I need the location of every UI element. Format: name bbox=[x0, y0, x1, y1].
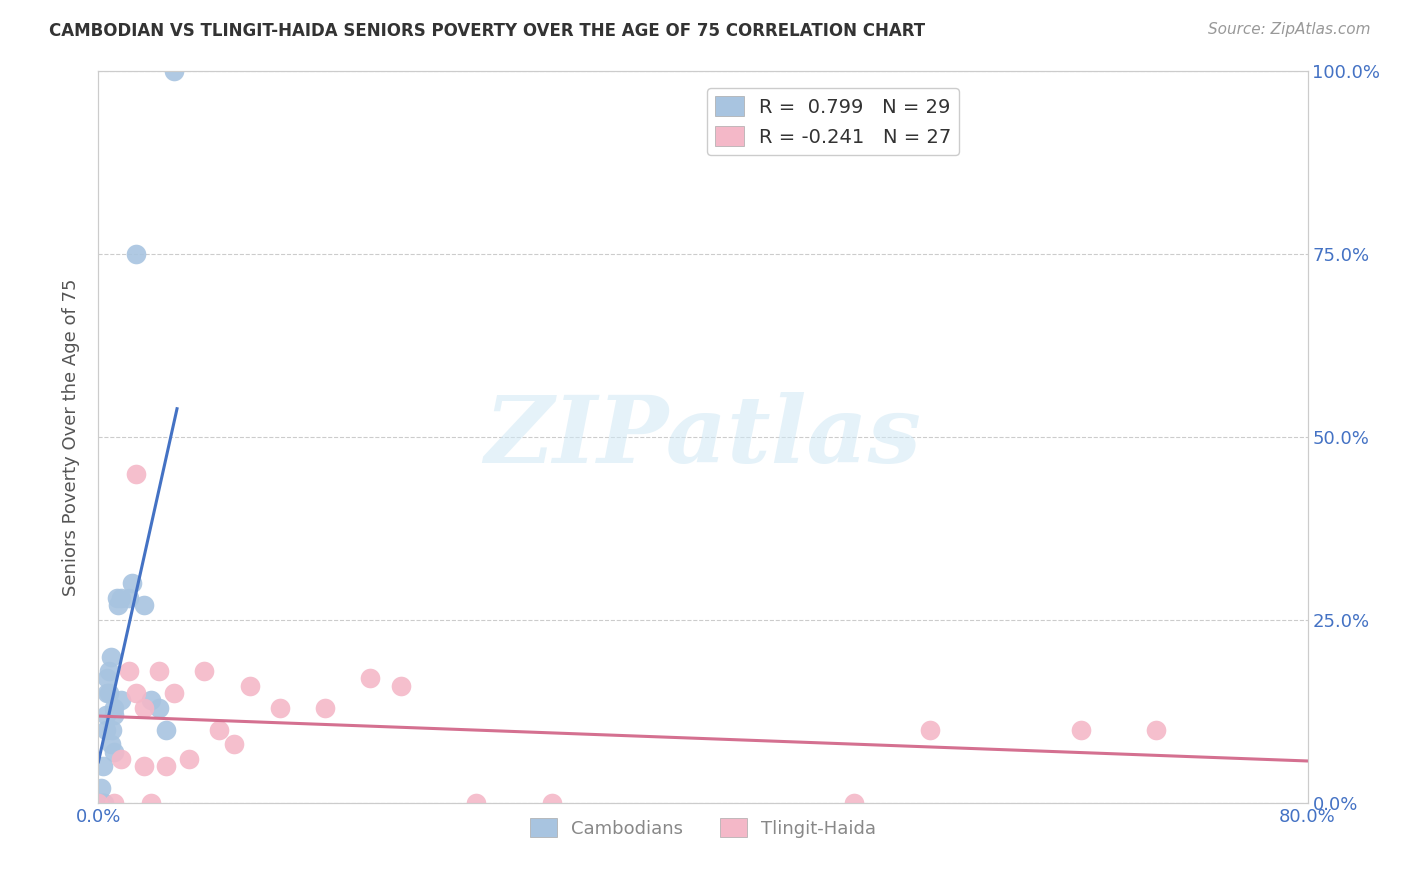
Point bbox=[224, 737, 246, 751]
Text: Source: ZipAtlas.com: Source: ZipAtlas.com bbox=[1208, 22, 1371, 37]
Point bbox=[125, 467, 148, 481]
Point bbox=[239, 679, 262, 693]
Point bbox=[389, 679, 412, 693]
Point bbox=[110, 693, 132, 707]
Point bbox=[125, 247, 148, 261]
Point bbox=[132, 599, 155, 613]
Point bbox=[1144, 723, 1167, 737]
Point bbox=[121, 576, 143, 591]
Point bbox=[141, 796, 163, 810]
Point bbox=[105, 591, 128, 605]
Point bbox=[101, 723, 124, 737]
Point bbox=[118, 664, 141, 678]
Point bbox=[269, 700, 291, 714]
Point bbox=[163, 64, 186, 78]
Point bbox=[89, 796, 111, 810]
Point bbox=[193, 664, 215, 678]
Text: ZIPatlas: ZIPatlas bbox=[485, 392, 921, 482]
Point bbox=[90, 781, 112, 796]
Point bbox=[314, 700, 336, 714]
Point bbox=[100, 737, 122, 751]
Point bbox=[93, 796, 115, 810]
Point bbox=[110, 591, 132, 605]
Point bbox=[155, 723, 177, 737]
Point bbox=[98, 686, 121, 700]
Point bbox=[96, 686, 118, 700]
Point bbox=[103, 745, 125, 759]
Point bbox=[110, 752, 132, 766]
Point bbox=[148, 700, 170, 714]
Point bbox=[125, 686, 148, 700]
Point bbox=[163, 686, 186, 700]
Point bbox=[103, 700, 125, 714]
Point bbox=[360, 672, 382, 686]
Point bbox=[98, 664, 121, 678]
Point bbox=[94, 708, 117, 723]
Legend: Cambodians, Tlingit-Haida: Cambodians, Tlingit-Haida bbox=[523, 811, 883, 845]
Point bbox=[132, 700, 155, 714]
Point bbox=[141, 693, 163, 707]
Point bbox=[100, 649, 122, 664]
Point bbox=[540, 796, 562, 810]
Point bbox=[94, 723, 117, 737]
Point bbox=[918, 723, 941, 737]
Point bbox=[103, 796, 125, 810]
Y-axis label: Seniors Poverty Over the Age of 75: Seniors Poverty Over the Age of 75 bbox=[62, 278, 80, 596]
Point bbox=[87, 796, 110, 810]
Point bbox=[844, 796, 866, 810]
Point bbox=[107, 599, 129, 613]
Point bbox=[91, 796, 114, 810]
Point bbox=[1070, 723, 1092, 737]
Point bbox=[208, 723, 231, 737]
Point bbox=[179, 752, 201, 766]
Point bbox=[96, 672, 118, 686]
Text: CAMBODIAN VS TLINGIT-HAIDA SENIORS POVERTY OVER THE AGE OF 75 CORRELATION CHART: CAMBODIAN VS TLINGIT-HAIDA SENIORS POVER… bbox=[49, 22, 925, 40]
Point bbox=[465, 796, 488, 810]
Point bbox=[155, 759, 177, 773]
Point bbox=[148, 664, 170, 678]
Point bbox=[132, 759, 155, 773]
Point bbox=[103, 708, 125, 723]
Point bbox=[118, 591, 141, 605]
Point bbox=[91, 759, 114, 773]
